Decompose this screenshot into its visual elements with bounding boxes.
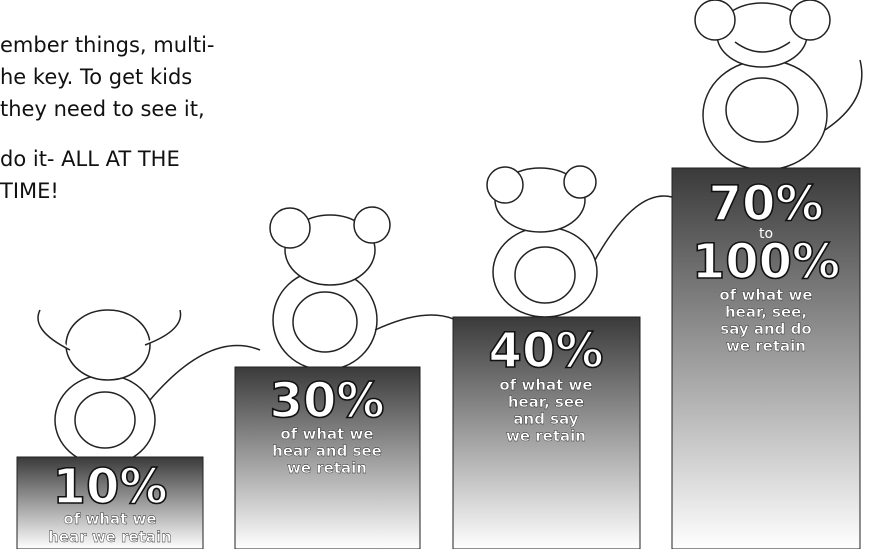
intro-line: he key. To get kids: [0, 65, 192, 89]
percent: 10%: [53, 459, 168, 515]
podium-text: and say: [513, 410, 578, 428]
podium-text: of what we: [719, 286, 812, 304]
podium-text: of what we: [280, 425, 373, 443]
podium-text: say and do: [720, 320, 811, 338]
podium-text: of what we: [63, 510, 156, 528]
podium-text: of what we: [499, 376, 592, 394]
monkey-see: [270, 207, 470, 370]
intro-line: do it- ALL AT THE: [0, 147, 180, 171]
infographic: ember things, multi-he key. To get kids t…: [0, 0, 878, 549]
percent-end: 100%: [692, 234, 840, 290]
percent: 40%: [489, 323, 604, 379]
percent: 30%: [270, 373, 385, 429]
podium-text: we retain: [287, 459, 367, 477]
podium-text: we retain: [726, 337, 806, 355]
podium-text: we retain: [506, 427, 586, 445]
podium-text: hear we retain: [48, 528, 172, 546]
podium-text: hear, see,: [725, 303, 807, 321]
monkey-hear: [38, 310, 260, 465]
monkey-speak: [487, 166, 680, 317]
intro-line: TIME!: [0, 179, 59, 203]
intro-line: they need to see it,: [0, 97, 205, 121]
podium-text: hear and see: [272, 442, 382, 460]
intro-line: ember things, multi-: [0, 33, 215, 57]
podium-text: hear, see: [508, 393, 584, 411]
percent: 70%: [709, 176, 824, 232]
monkey-grin: [695, 0, 862, 170]
